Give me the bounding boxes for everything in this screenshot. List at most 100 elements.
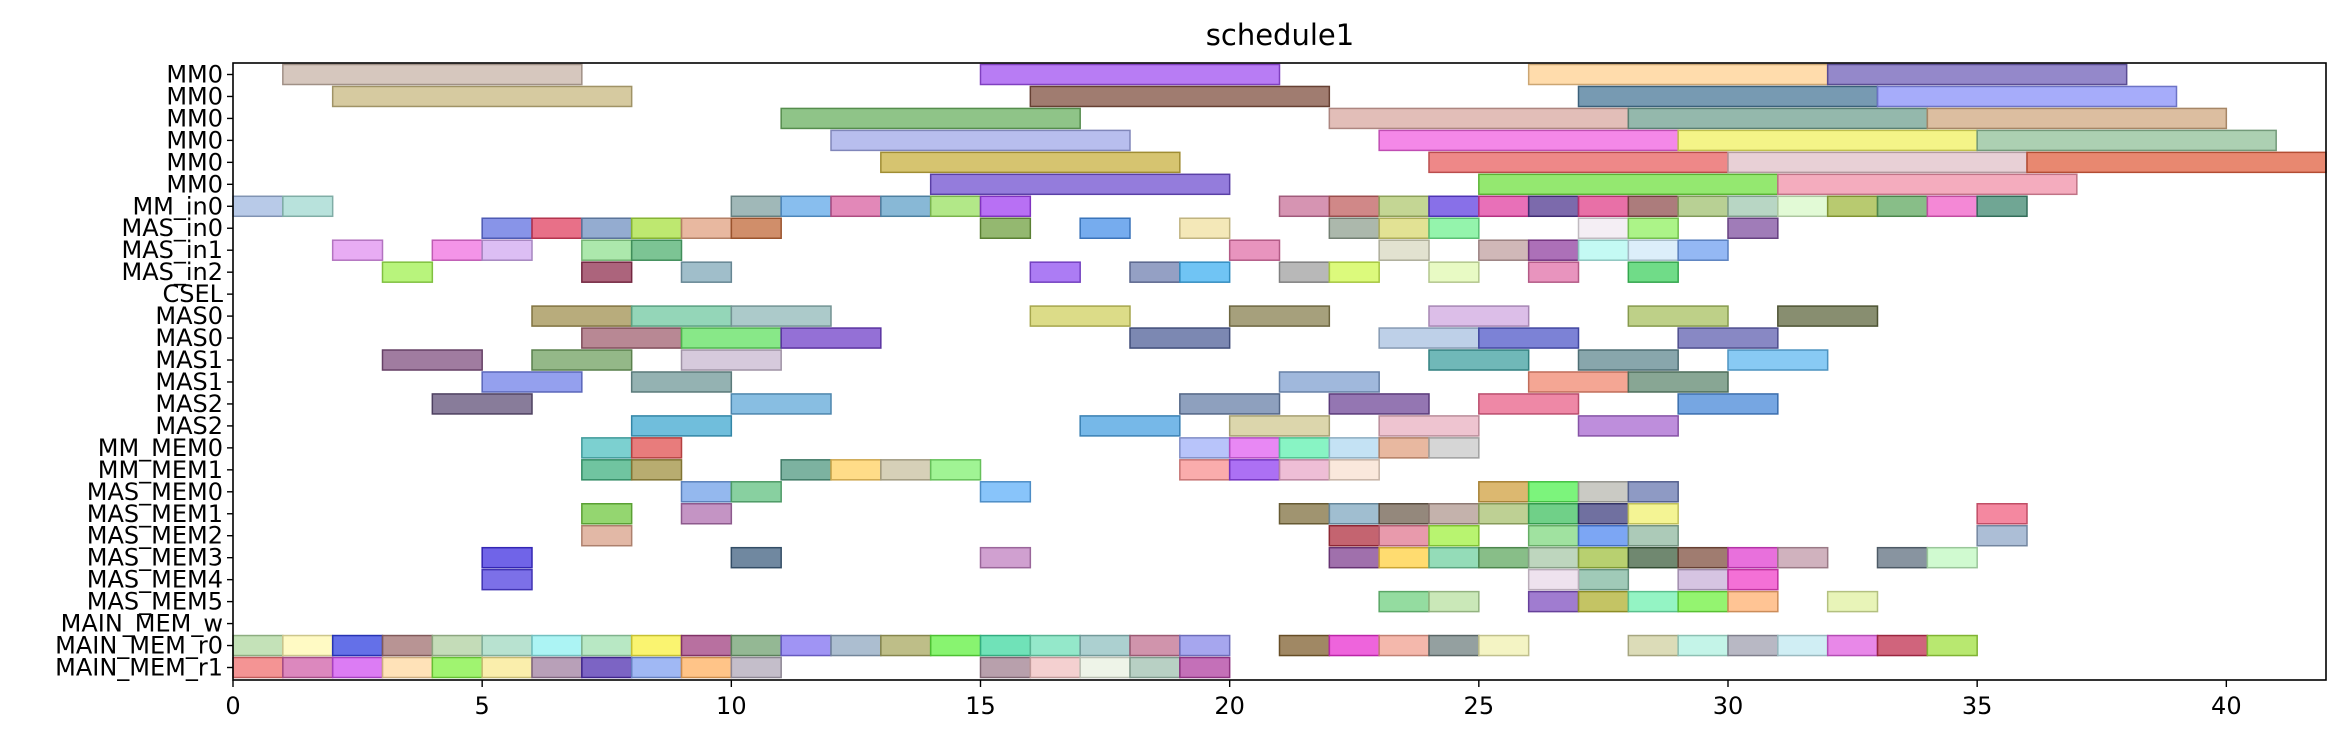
task-bar — [1228, 305, 1331, 327]
task-bar — [730, 656, 782, 679]
task-bar — [880, 634, 932, 657]
task-bar — [1677, 195, 1729, 218]
task-bar — [531, 305, 633, 327]
task-bar — [1876, 85, 2178, 108]
task-bar — [630, 656, 683, 679]
task-bar — [1478, 503, 1530, 525]
task-bar — [1527, 524, 1580, 547]
task-bar — [1029, 634, 1081, 657]
y-tick-label: MAIN_MEM_r1 — [55, 654, 223, 682]
task-bar — [1378, 437, 1430, 459]
task-bar — [1228, 459, 1281, 481]
task-bar — [1278, 503, 1331, 525]
task-bar — [1328, 195, 1380, 218]
x-tick-label: 10 — [716, 692, 747, 720]
task-bar — [1677, 634, 1729, 657]
task-bar — [1976, 195, 2028, 218]
task-bar — [1428, 195, 1480, 218]
y-tick-label: MAS1 — [155, 368, 223, 396]
task-bar — [630, 634, 683, 657]
y-tick-label: MAS2 — [155, 390, 223, 418]
task-bar — [1577, 85, 1879, 108]
task-bars — [232, 63, 2327, 679]
y-tick-label: MAS_MEM3 — [87, 544, 223, 572]
task-bar — [1179, 261, 1231, 283]
task-bar — [1428, 261, 1480, 283]
task-bar — [232, 656, 284, 679]
task-bar — [1727, 546, 1779, 569]
task-bar — [1577, 568, 1630, 591]
task-bar — [1876, 546, 1929, 569]
task-bar — [1826, 634, 1879, 657]
x-axis: 0 5 10 15 20 25 30 35 40 — [225, 680, 2242, 720]
task-bar — [282, 656, 334, 679]
task-bar — [1627, 195, 1679, 218]
task-bar — [680, 217, 733, 239]
task-bar — [381, 349, 483, 371]
task-bar — [929, 173, 1231, 196]
task-bar — [1079, 217, 1131, 239]
task-bar — [630, 239, 683, 261]
task-bar — [1976, 524, 2028, 547]
plot-frame — [232, 62, 2327, 681]
task-bar — [730, 195, 782, 218]
task-bar — [1777, 195, 1829, 218]
task-bar — [232, 195, 284, 218]
task-bar — [331, 239, 384, 261]
task-bar — [780, 459, 832, 481]
task-bar — [1029, 261, 1081, 283]
task-bar — [1328, 546, 1380, 569]
y-tick-label: MM0 — [166, 148, 223, 176]
task-bar — [1129, 327, 1231, 349]
task-bar — [929, 634, 982, 657]
task-bar — [730, 634, 782, 657]
y-tick-label: MAS_in0 — [121, 214, 223, 242]
y-tick-label: MAS_MEM0 — [87, 478, 223, 506]
task-bar — [1428, 590, 1480, 613]
task-bar — [1328, 459, 1380, 481]
task-bar — [481, 568, 533, 591]
task-bar — [481, 217, 533, 239]
x-tick-label: 20 — [1214, 692, 1245, 720]
task-bar — [1179, 459, 1231, 481]
y-tick-label: MAS_in2 — [121, 258, 223, 286]
task-bar — [481, 371, 583, 393]
task-bar — [680, 656, 733, 679]
task-bar — [1228, 415, 1331, 437]
y-tick-label: MAS1 — [155, 346, 223, 374]
task-bar — [1029, 656, 1081, 679]
task-bar — [1677, 393, 1779, 415]
task-bar — [1826, 63, 2128, 86]
task-bar — [1527, 546, 1580, 569]
task-bar — [630, 217, 683, 239]
task-bar — [1428, 217, 1480, 239]
task-bar — [1926, 107, 2228, 130]
task-bar — [431, 393, 533, 415]
task-bar — [1527, 195, 1580, 218]
task-bar — [1627, 524, 1679, 547]
task-bar — [581, 437, 633, 459]
task-bar — [282, 195, 334, 218]
task-bar — [680, 503, 733, 525]
task-bar — [581, 327, 683, 349]
y-tick-label: MM0 — [166, 126, 223, 154]
task-bar — [531, 656, 583, 679]
y-axis-labels: MM0MM0MM0MM0MM0MM0MM_in0MAS_in0MAS_in1MA… — [55, 61, 233, 682]
task-bar — [381, 656, 434, 679]
task-bar — [730, 481, 782, 503]
task-bar — [1478, 173, 1779, 196]
task-bar — [1777, 634, 1829, 657]
task-bar — [232, 634, 284, 657]
task-bar — [880, 151, 1181, 174]
y-tick-label: MM_MEM1 — [98, 456, 223, 484]
task-bar — [1478, 195, 1530, 218]
task-bar — [1727, 590, 1779, 613]
task-bar — [331, 634, 384, 657]
task-bar — [1328, 634, 1380, 657]
task-bar — [780, 195, 832, 218]
y-tick-label: MAS0 — [155, 302, 223, 330]
x-tick-label: 35 — [1962, 692, 1993, 720]
task-bar — [1278, 634, 1331, 657]
task-bar — [1179, 634, 1231, 657]
